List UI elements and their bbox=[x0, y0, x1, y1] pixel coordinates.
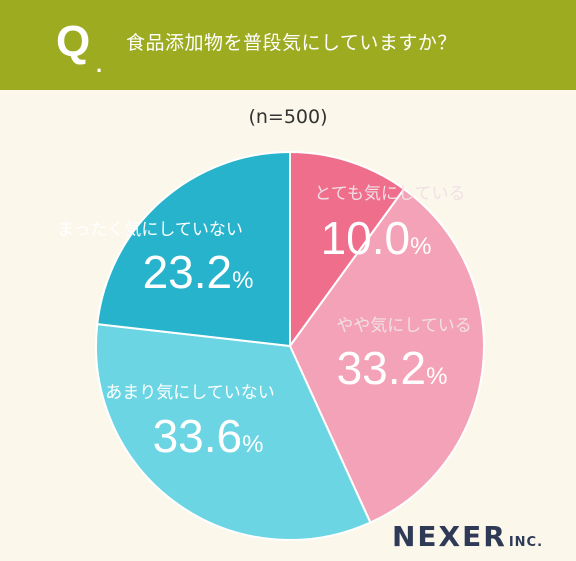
slice-value: 23.2% bbox=[143, 246, 254, 298]
logo-main: NEXER bbox=[392, 520, 507, 553]
slice-label: あまり気にしていない bbox=[105, 383, 275, 403]
slice-label: やや気にしている bbox=[336, 316, 472, 336]
slice-label: まったく気にしていない bbox=[57, 220, 243, 240]
slice-value: 10.0% bbox=[321, 212, 432, 264]
slice-value: 33.6% bbox=[153, 410, 264, 462]
pie-slice bbox=[289, 150, 406, 350]
slice-label: とても気にしている bbox=[314, 184, 465, 204]
pie-slice bbox=[96, 150, 291, 348]
logo-sub: INC. bbox=[508, 535, 544, 550]
pie-slice bbox=[95, 322, 372, 541]
company-logo: NEXER INC. bbox=[392, 520, 543, 553]
q-dot: . bbox=[96, 52, 103, 77]
pie-slice bbox=[288, 187, 485, 524]
slice-value: 33.2% bbox=[337, 342, 448, 394]
question-text: 食品添加物を普段気にしていますか？ bbox=[126, 32, 457, 54]
sample-size: (n=500) bbox=[248, 106, 328, 128]
question-banner: Q . 食品添加物を普段気にしていますか？ bbox=[0, 0, 576, 90]
q-mark: Q bbox=[56, 17, 91, 66]
